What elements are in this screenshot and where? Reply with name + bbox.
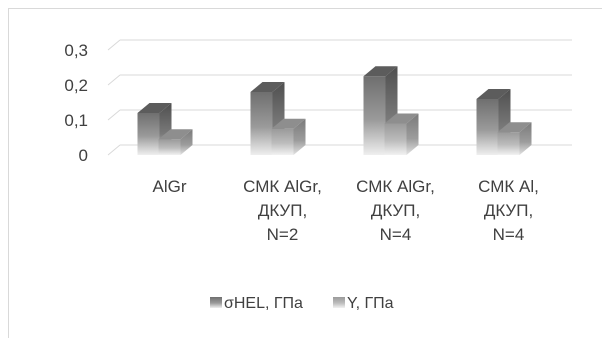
- y-tick-label: 0,3: [64, 41, 88, 60]
- x-axis-labels: AlGr СМК AlGr, ДКУП, N=2 СМК AlGr, ДКУП, N=4 СМ…: [153, 177, 539, 244]
- bar-y-1: [158, 129, 193, 155]
- x-tick-label: СМК Al, ДКУП, N=4: [478, 177, 539, 244]
- legend-label: Y, ГПа: [347, 295, 394, 312]
- bar-top: [137, 103, 172, 113]
- bar-front: [250, 92, 273, 155]
- bar-front: [363, 76, 386, 155]
- bar-top: [476, 89, 511, 99]
- bar-y-2: [271, 118, 306, 155]
- x-tick-label: СМК AlGr, ДКУП, N=2: [243, 177, 322, 244]
- bar-side: [519, 122, 532, 155]
- legend: σHEL, ГПа Y, ГПа: [210, 295, 394, 312]
- legend-item: σHEL, ГПа: [210, 295, 303, 312]
- y-tick-label: 0,2: [64, 76, 88, 95]
- y-axis-labels: 0 0,1 0,2 0,3: [64, 41, 88, 165]
- bar-top: [363, 66, 398, 77]
- y-tick-label: 0: [79, 146, 88, 165]
- bars: [137, 66, 532, 155]
- x-tick-label: СМК AlGr, ДКУП, N=4: [356, 177, 435, 244]
- bar-top: [158, 129, 193, 140]
- x-tick-label: AlGr: [153, 177, 187, 196]
- bar-side: [293, 118, 306, 155]
- bar-y-4: [497, 122, 532, 155]
- bar-top: [497, 122, 532, 133]
- bar-front: [497, 132, 520, 155]
- bar-front: [384, 123, 407, 155]
- legend-swatch: [210, 297, 222, 308]
- legend-label: σHEL, ГПа: [224, 295, 303, 312]
- bar-side: [406, 113, 419, 155]
- bar-front: [476, 99, 499, 155]
- bar-front: [137, 113, 160, 155]
- bar-top: [271, 118, 306, 129]
- bar-top: [384, 113, 419, 124]
- bar-front: [158, 139, 181, 155]
- bar-y-3: [384, 113, 419, 155]
- bar-top: [250, 82, 285, 92]
- gridline-depth: [107, 74, 121, 86]
- legend-swatch: [333, 297, 345, 308]
- y-tick-label: 0,1: [64, 111, 88, 130]
- bar-front: [271, 128, 294, 155]
- gridline-depth: [107, 109, 121, 121]
- legend-item: Y, ГПа: [333, 295, 394, 312]
- chart-frame: [8, 8, 602, 338]
- gridline-depth: [107, 144, 121, 156]
- gridline-depth: [107, 39, 121, 51]
- bar-side: [180, 129, 193, 155]
